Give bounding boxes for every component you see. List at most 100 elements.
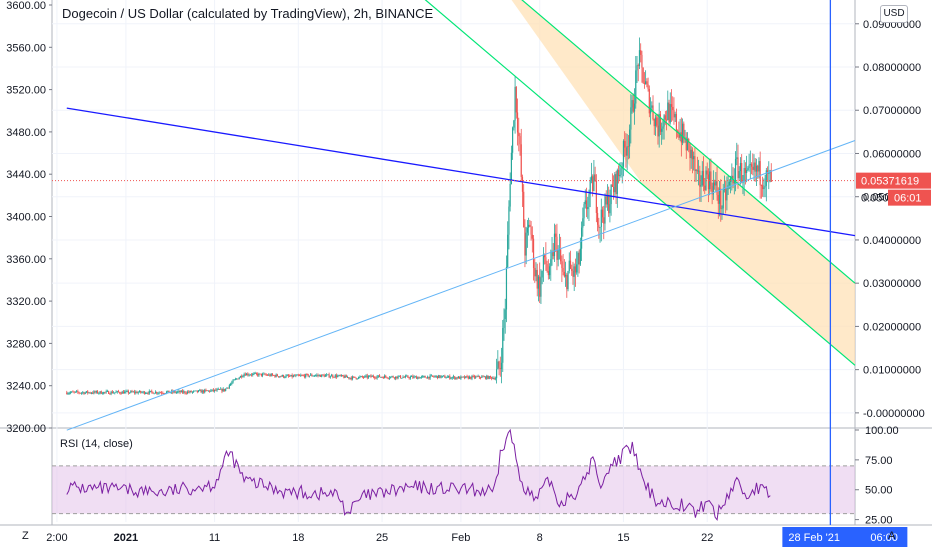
crosshair-time: 06:00 bbox=[870, 532, 898, 544]
candle-body bbox=[609, 204, 611, 214]
candle-body bbox=[289, 376, 291, 377]
candle-body bbox=[266, 374, 269, 376]
candle-body bbox=[465, 376, 467, 379]
candle-body bbox=[637, 65, 639, 67]
candle-body bbox=[409, 376, 411, 379]
candle-body bbox=[377, 375, 379, 377]
candle-body bbox=[388, 377, 391, 379]
candle-body bbox=[274, 375, 276, 377]
candle-body bbox=[483, 376, 485, 378]
candle-body bbox=[654, 117, 657, 127]
candle-body bbox=[285, 375, 287, 378]
candle-body bbox=[568, 260, 570, 271]
candle-body bbox=[579, 248, 581, 265]
candle-body bbox=[383, 375, 386, 379]
candle-body bbox=[765, 170, 767, 186]
candle-body bbox=[335, 375, 338, 378]
candle-body bbox=[641, 54, 643, 68]
candle-body bbox=[259, 373, 261, 375]
candle-body bbox=[444, 375, 446, 378]
candle-body bbox=[108, 391, 110, 394]
candle-body bbox=[454, 376, 456, 379]
candle-body bbox=[456, 377, 458, 379]
candle-body bbox=[401, 377, 403, 379]
right-axis-label: 0.08000000 bbox=[863, 62, 921, 74]
candle-body bbox=[168, 390, 170, 393]
candle-body bbox=[213, 389, 216, 391]
countdown-tag: 06:01 bbox=[894, 193, 922, 205]
candle-body bbox=[452, 376, 455, 378]
chart-drawings[interactable] bbox=[52, 0, 856, 525]
candle-body bbox=[606, 195, 609, 205]
candle-body bbox=[156, 391, 158, 394]
price-axes[interactable]: 0.090000000.080000000.070000000.06000000… bbox=[6, 0, 925, 527]
candle-body bbox=[294, 375, 296, 377]
candle-body bbox=[513, 120, 515, 128]
candle-body bbox=[557, 250, 559, 260]
candle-body bbox=[531, 234, 533, 239]
candle-body bbox=[578, 252, 580, 265]
candle-body bbox=[354, 376, 356, 378]
candle-body bbox=[151, 390, 153, 392]
candle-body bbox=[489, 376, 492, 378]
candle-body bbox=[322, 374, 324, 376]
candle-body bbox=[142, 391, 144, 393]
candle-body bbox=[486, 375, 488, 379]
price-tag-bg bbox=[856, 172, 931, 189]
candle-body bbox=[471, 376, 473, 379]
candle-body bbox=[161, 392, 163, 394]
candle-body bbox=[620, 168, 622, 175]
time-axis[interactable]: 2:00 2021 11 18 25 Feb 8 15 22 bbox=[46, 532, 713, 544]
candle-body bbox=[461, 376, 463, 378]
candle-body bbox=[412, 376, 414, 378]
candle-body bbox=[114, 392, 116, 394]
candle-body bbox=[760, 185, 762, 186]
left-axis-label: 3440.00 bbox=[6, 169, 46, 181]
candle-body bbox=[642, 67, 644, 83]
candle-body bbox=[686, 138, 689, 151]
trendline-dark bbox=[66, 107, 856, 237]
candle-body bbox=[249, 374, 251, 376]
candle-body bbox=[310, 374, 312, 376]
candle-body bbox=[286, 375, 288, 377]
left-axis-label: 3320.00 bbox=[6, 296, 46, 308]
candle-body bbox=[141, 392, 143, 394]
candle-body bbox=[239, 375, 242, 378]
candle-body bbox=[636, 65, 638, 71]
candle-body bbox=[101, 393, 104, 395]
candle-body bbox=[257, 373, 259, 376]
timezone-button[interactable]: Z bbox=[22, 530, 29, 542]
candle-body bbox=[754, 162, 756, 172]
candle-body bbox=[360, 376, 362, 377]
candle-body bbox=[302, 375, 304, 377]
candle-body bbox=[700, 185, 702, 187]
candle-body bbox=[615, 174, 617, 195]
candle-body bbox=[632, 100, 634, 112]
candle-body bbox=[436, 375, 439, 379]
candle-body bbox=[746, 170, 748, 174]
candle-body bbox=[221, 388, 223, 392]
candle-body bbox=[253, 373, 255, 375]
candle-body bbox=[438, 375, 440, 379]
rsi-axis-label: 100.00 bbox=[865, 425, 899, 437]
candle-body bbox=[625, 147, 627, 156]
candle-body bbox=[694, 156, 696, 171]
currency-button[interactable]: USD bbox=[880, 5, 908, 23]
right-axis-label: 0.03000000 bbox=[863, 278, 921, 290]
candle-body bbox=[392, 376, 394, 378]
auto-scale-button[interactable]: A bbox=[888, 530, 896, 542]
candle-body bbox=[402, 377, 404, 378]
candle-body bbox=[333, 377, 335, 378]
time-axis-label: 15 bbox=[617, 532, 629, 544]
candle-body bbox=[79, 392, 81, 394]
candle-body bbox=[135, 391, 137, 393]
candle-body bbox=[601, 209, 604, 218]
candle-body bbox=[260, 373, 262, 376]
candle-body bbox=[613, 186, 615, 193]
candle-body bbox=[350, 377, 352, 380]
candle-body bbox=[742, 181, 744, 183]
candle-body bbox=[159, 392, 161, 394]
grid-lines bbox=[0, 0, 932, 526]
candle-body bbox=[702, 170, 705, 186]
